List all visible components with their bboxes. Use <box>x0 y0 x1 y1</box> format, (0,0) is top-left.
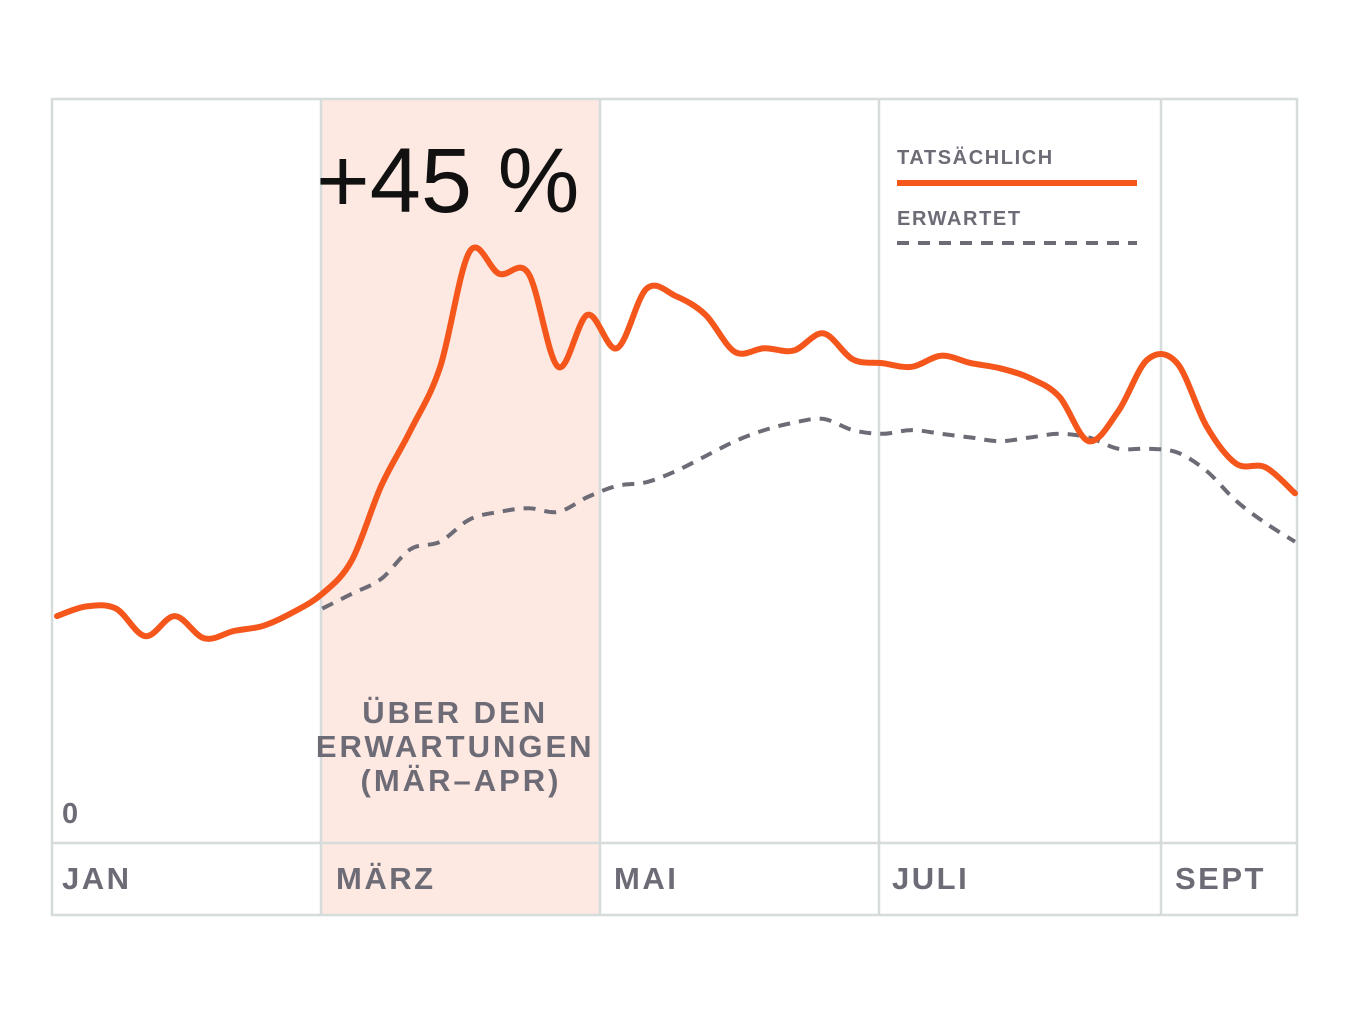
plot-frame <box>50 97 1299 917</box>
x-tick-maerz: MÄRZ <box>336 861 436 896</box>
grid <box>50 97 1299 917</box>
x-tick-juli: JULI <box>892 861 969 896</box>
legend-label-tatsaechlich: TATSÄCHLICH <box>897 146 1054 169</box>
highlight-label-line-1: ÜBER DEN <box>362 695 548 730</box>
series-line-tatsaechlich <box>54 244 1298 642</box>
legend-label-erwartet: ERWARTET <box>897 208 1022 230</box>
highlight-label-line-3: (MÄR–APR) <box>361 763 562 798</box>
highlight-label-line-2: ERWARTUNGEN <box>316 729 595 764</box>
x-tick-mai: MAI <box>614 861 678 896</box>
highlight-band <box>321 99 600 915</box>
legend: TATSÄCHLICH ERWARTET <box>897 146 1137 245</box>
callout-percent: +45 % <box>316 130 579 232</box>
y-zero-tick: 0 <box>62 798 78 830</box>
x-tick-sept: SEPT <box>1175 861 1266 896</box>
highlight-label: ÜBER DEN ERWARTUNGEN (MÄR–APR) <box>316 695 606 798</box>
series-line-erwartet <box>321 416 1297 611</box>
x-tick-jan: JAN <box>62 861 132 896</box>
